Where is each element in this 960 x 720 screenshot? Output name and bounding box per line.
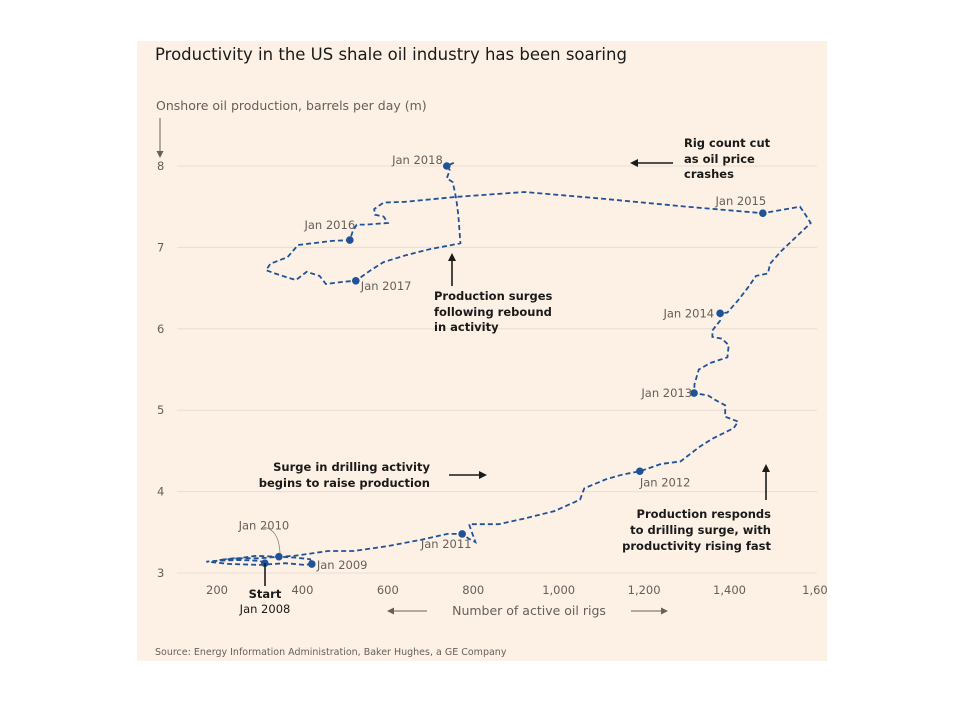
surge-annotation-line-1: Surge in drilling activity — [273, 460, 430, 474]
rebound-annotation-line-1: Production surges — [434, 289, 553, 303]
x-tick-label: 200 — [206, 583, 228, 597]
jan-2010-leader-line — [262, 526, 281, 554]
rigcut-annotation-line-1: Rig count cut — [684, 136, 771, 150]
series-line — [206, 160, 812, 566]
x-tick-label: 1,60 — [802, 583, 827, 597]
x-tick-label: 800 — [462, 583, 484, 597]
arrow-up-icon — [448, 253, 456, 261]
responds-annotation-line-3: productivity rising fast — [622, 539, 771, 553]
date-markers: Jan 2009 Jan 2010 Jan 2011 Jan 2012 Jan 2013… — [238, 153, 767, 572]
rigcut-annotation-line-2: as oil price — [684, 152, 755, 166]
y-axis-arrow-icon — [156, 118, 164, 158]
rebound-annotation-line-2: following rebound — [434, 305, 552, 319]
y-tick-label: 6 — [157, 322, 164, 336]
date-label-jan-2015: Jan 2015 — [715, 194, 767, 208]
rebound-annotation-line-3: in activity — [434, 320, 499, 334]
marker-jan-2017 — [352, 276, 360, 285]
chart-title: Productivity in the US shale oil industr… — [155, 45, 627, 64]
chart-panel: Productivity in the US shale oil industr… — [137, 41, 827, 661]
start-label: Start — [249, 587, 282, 601]
date-label-jan-2017: Jan 2017 — [360, 279, 412, 293]
y-tick-label: 5 — [157, 403, 164, 417]
marker-jan-2010 — [275, 552, 283, 561]
x-tick-label: 400 — [291, 583, 313, 597]
marker-jan-2012 — [636, 467, 644, 476]
gridlines — [177, 165, 817, 574]
y-tick-label: 7 — [157, 240, 164, 254]
x-axis-title-group: Number of active oil rigs — [387, 603, 668, 618]
start-date-label: Jan 2008 — [239, 602, 291, 616]
date-label-jan-2011: Jan 2011 — [420, 537, 472, 551]
source-note: Source: Energy Information Administratio… — [155, 647, 507, 658]
date-label-jan-2018: Jan 2018 — [391, 153, 443, 167]
surge-annotation-line-2: begins to raise production — [259, 476, 430, 490]
x-tick-label: 1,400 — [713, 583, 746, 597]
x-tick-labels: 200 400 600 800 1,000 1,200 1,400 1,60 — [206, 583, 827, 597]
responds-annotation-line-1: Production responds — [637, 507, 772, 521]
marker-jan-2014 — [716, 309, 724, 318]
date-label-jan-2012: Jan 2012 — [639, 475, 691, 489]
date-label-jan-2009: Jan 2009 — [316, 558, 368, 572]
arrow-left-icon — [387, 607, 394, 615]
y-axis-title: Onshore oil production, barrels per day … — [156, 98, 427, 113]
arrow-right-icon — [479, 471, 487, 479]
date-label-jan-2016: Jan 2016 — [303, 218, 355, 232]
x-tick-label: 1,000 — [542, 583, 575, 597]
date-label-jan-2013: Jan 2013 — [640, 386, 692, 400]
date-label-jan-2014: Jan 2014 — [662, 306, 714, 320]
x-tick-label: 1,200 — [628, 583, 661, 597]
x-tick-label: 600 — [377, 583, 399, 597]
y-tick-label: 3 — [157, 566, 164, 580]
arrow-up-icon — [762, 464, 770, 472]
marker-jan-2018 — [442, 162, 451, 170]
rigcut-annotation-line-3: crashes — [684, 167, 734, 181]
y-tick-label: 8 — [157, 159, 164, 173]
y-tick-label: 4 — [157, 485, 164, 499]
marker-jan-2015 — [759, 209, 767, 218]
marker-jan-2009 — [308, 560, 316, 568]
date-label-jan-2010: Jan 2010 — [238, 519, 290, 533]
chart: Productivity in the US shale oil industr… — [155, 45, 827, 658]
x-axis-title: Number of active oil rigs — [452, 603, 606, 618]
marker-jan-2016 — [346, 236, 354, 244]
responds-annotation-line-2: to drilling surge, with — [630, 523, 771, 537]
y-tick-labels: 3 4 5 6 7 8 — [157, 159, 164, 580]
marker-jan-2013 — [690, 389, 698, 397]
marker-jan-2011 — [458, 530, 466, 538]
arrow-left-icon — [630, 159, 638, 167]
arrow-right-icon — [661, 607, 668, 615]
